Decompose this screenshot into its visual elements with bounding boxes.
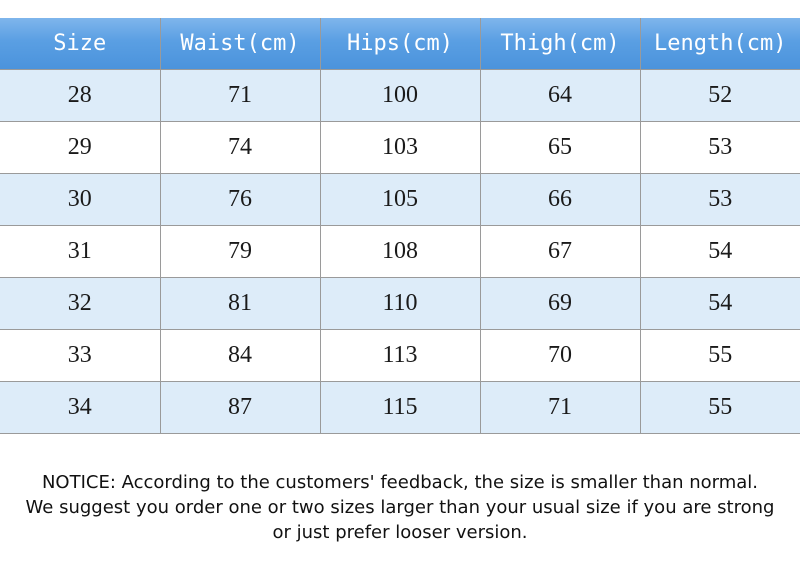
cell-thigh: 67 — [480, 225, 641, 278]
cell-length: 54 — [640, 277, 800, 330]
cell-waist: 74 — [160, 121, 321, 174]
cell-hips: 105 — [320, 173, 481, 226]
cell-hips: 100 — [320, 69, 481, 122]
cell-hips: 115 — [320, 381, 481, 434]
cell-length: 53 — [640, 173, 800, 226]
header-hips: Hips(cm) — [320, 18, 481, 70]
table-row: 34 87 115 71 55 — [0, 381, 800, 434]
table-row: 28 71 100 64 52 — [0, 69, 800, 122]
notice-line-2: We suggest you order one or two sizes la… — [25, 497, 775, 518]
cell-thigh: 64 — [480, 69, 641, 122]
header-row: Size Waist(cm) Hips(cm) Thigh(cm) Length… — [0, 18, 800, 70]
cell-waist: 79 — [160, 225, 321, 278]
cell-length: 53 — [640, 121, 800, 174]
cell-thigh: 69 — [480, 277, 641, 330]
cell-size: 33 — [0, 329, 161, 382]
cell-waist: 87 — [160, 381, 321, 434]
table-row: 29 74 103 65 53 — [0, 121, 800, 174]
cell-hips: 113 — [320, 329, 481, 382]
cell-hips: 103 — [320, 121, 481, 174]
cell-size: 32 — [0, 277, 161, 330]
cell-waist: 84 — [160, 329, 321, 382]
size-chart-table: Size Waist(cm) Hips(cm) Thigh(cm) Length… — [0, 18, 800, 434]
cell-size: 28 — [0, 69, 161, 122]
header-waist: Waist(cm) — [160, 18, 321, 70]
cell-thigh: 65 — [480, 121, 641, 174]
cell-thigh: 70 — [480, 329, 641, 382]
cell-size: 34 — [0, 381, 161, 434]
notice-line-3: or just prefer looser version. — [272, 522, 528, 543]
cell-size: 30 — [0, 173, 161, 226]
cell-waist: 71 — [160, 69, 321, 122]
cell-size: 31 — [0, 225, 161, 278]
table-row: 33 84 113 70 55 — [0, 329, 800, 382]
table-row: 32 81 110 69 54 — [0, 277, 800, 330]
notice-line-1: NOTICE: According to the customers' feed… — [41, 472, 759, 493]
cell-waist: 76 — [160, 173, 321, 226]
cell-length: 54 — [640, 225, 800, 278]
table-row: 30 76 105 66 53 — [0, 173, 800, 226]
cell-length: 52 — [640, 69, 800, 122]
notice-text: NOTICE: According to the customers' feed… — [0, 470, 800, 545]
table-row: 31 79 108 67 54 — [0, 225, 800, 278]
cell-thigh: 66 — [480, 173, 641, 226]
cell-thigh: 71 — [480, 381, 641, 434]
cell-size: 29 — [0, 121, 161, 174]
cell-length: 55 — [640, 381, 800, 434]
cell-hips: 108 — [320, 225, 481, 278]
header-thigh: Thigh(cm) — [480, 18, 641, 70]
header-size: Size — [0, 18, 161, 70]
header-length: Length(cm) — [640, 18, 800, 70]
cell-length: 55 — [640, 329, 800, 382]
cell-hips: 110 — [320, 277, 481, 330]
cell-waist: 81 — [160, 277, 321, 330]
